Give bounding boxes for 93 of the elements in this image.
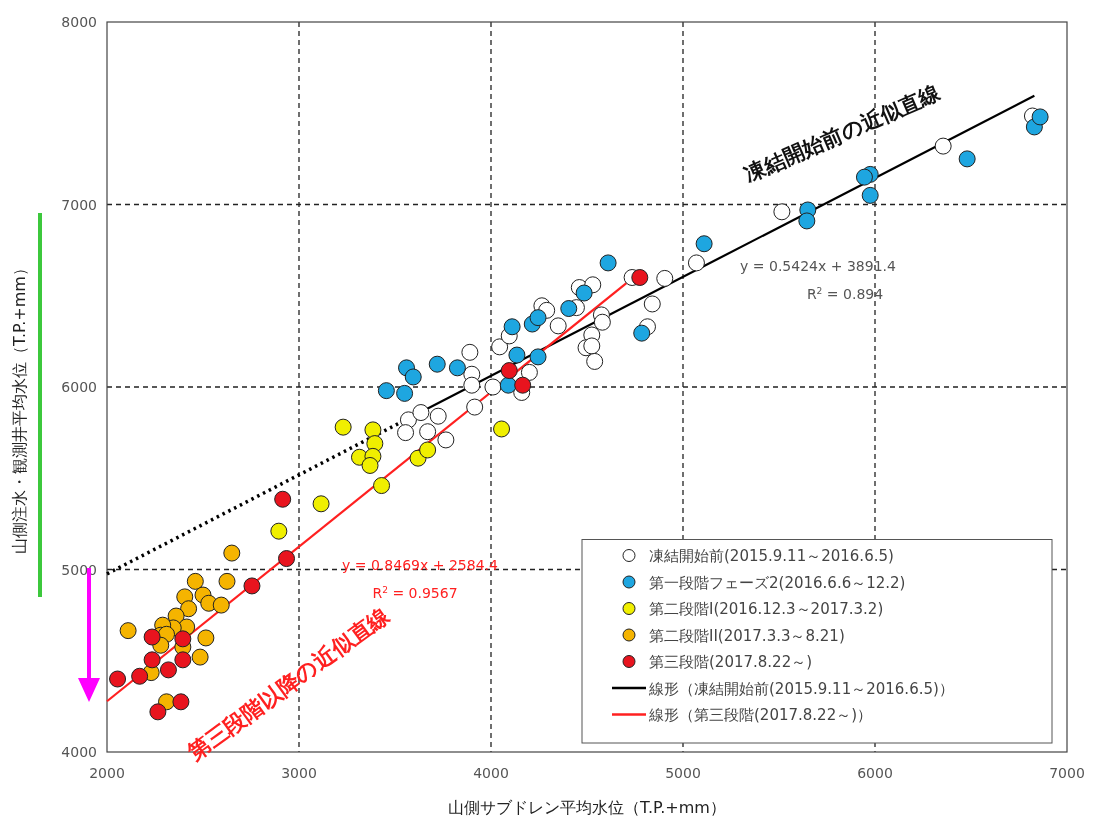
point (191, 648, 209, 666)
point (212, 596, 230, 614)
point (197, 629, 215, 647)
point (560, 300, 578, 318)
point (149, 703, 167, 721)
point (312, 495, 330, 513)
annotation: R$^{2}$ = 0.894 (806, 286, 884, 302)
point (633, 324, 651, 342)
point (223, 544, 241, 562)
point (773, 203, 791, 221)
x-tick-label: 3000 (281, 765, 317, 781)
point (583, 337, 601, 355)
point (503, 318, 521, 336)
point (172, 693, 190, 711)
point (174, 630, 192, 648)
annotation: 第三段階以降の近似直線 (182, 601, 396, 767)
point (412, 404, 430, 422)
annotation: y = 0.5424x + 3891.4 (740, 258, 896, 274)
x-tick-label: 6000 (857, 765, 893, 781)
point (514, 376, 532, 394)
point (656, 269, 674, 287)
point (1031, 108, 1049, 126)
point (575, 284, 593, 302)
point (270, 522, 288, 540)
annotation: R$^{2}$ = 0.9567 (372, 585, 458, 601)
legend-label: 第三段階(2017.8.22～) (649, 653, 813, 671)
point (529, 309, 547, 327)
point (549, 317, 567, 335)
point (493, 420, 511, 438)
point (218, 572, 236, 590)
point (334, 418, 352, 436)
x-tick-label: 4000 (473, 765, 509, 781)
point (397, 424, 415, 442)
point (463, 376, 481, 394)
point (586, 352, 604, 370)
point (861, 186, 879, 204)
point (500, 362, 518, 380)
point (396, 384, 414, 402)
point (186, 572, 204, 590)
point (143, 651, 161, 669)
point (428, 355, 446, 373)
point (404, 368, 422, 386)
point (855, 168, 873, 186)
point (131, 667, 149, 685)
point (377, 382, 395, 400)
point (643, 295, 661, 313)
y-tick-label: 6000 (61, 379, 97, 395)
point (274, 490, 292, 508)
point (448, 359, 466, 377)
point (361, 456, 379, 474)
point (159, 661, 177, 679)
y-axis-title: 山側注水・観測井平均水位（T.P.+mm） (10, 260, 29, 554)
y-tick-label: 7000 (61, 196, 97, 213)
point (419, 441, 437, 459)
y-tick-label: 4000 (61, 744, 97, 760)
point (278, 550, 296, 568)
point (484, 378, 502, 396)
legend-label: 凍結開始前(2015.9.11～2016.6.5) (649, 547, 894, 565)
legend-label: 第二段階II(2017.3.3～8.21) (649, 626, 845, 645)
point (934, 137, 952, 155)
y-tick-label: 8000 (61, 14, 97, 30)
legend-label: 第二段階I(2016.12.3～2017.3.2) (649, 600, 884, 618)
point (373, 477, 391, 495)
x-axis-title: 山側サブドレン平均水位（T.P.+mm） (448, 798, 726, 817)
point (687, 254, 705, 272)
x-tick-label: 5000 (665, 765, 701, 781)
point (798, 212, 816, 230)
point (958, 150, 976, 168)
point (631, 269, 649, 286)
legend-label: 第一段階フェーズ2(2016.6.6～12.2) (649, 573, 906, 592)
point (109, 670, 127, 688)
point (593, 313, 611, 331)
point (119, 622, 137, 640)
annotation: 凍結開始前の近似直線 (740, 80, 945, 187)
point (437, 431, 455, 449)
x-tick-label: 2000 (89, 765, 125, 781)
point (508, 346, 526, 364)
point (174, 651, 192, 669)
point (529, 348, 547, 366)
legend-label: 線形（凍結開始前(2015.9.11～2016.6.5)） (648, 679, 954, 698)
point (461, 343, 479, 361)
annotation: y = 0.8469x + 2584.4 (342, 557, 498, 573)
point (429, 407, 447, 425)
point (466, 398, 484, 416)
point (364, 421, 382, 439)
point (419, 423, 437, 441)
point (180, 600, 198, 618)
point (599, 254, 617, 272)
legend-label: 線形（第三段階(2017.8.22～)） (648, 706, 873, 724)
point (695, 235, 713, 253)
x-tick-label: 7000 (1049, 765, 1085, 781)
point (143, 628, 161, 646)
point (243, 577, 261, 595)
